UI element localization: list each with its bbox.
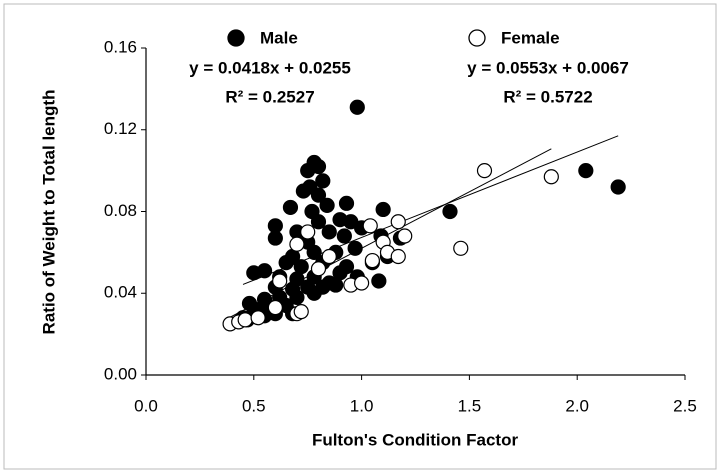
point xyxy=(321,248,337,265)
equation: y = 0.0553x + 0.0067 xyxy=(467,58,629,77)
point xyxy=(390,248,406,265)
r-squared: R² = 0.2527 xyxy=(225,87,314,106)
point xyxy=(300,163,316,179)
x-tick-label: 2.0 xyxy=(565,396,589,415)
point xyxy=(319,197,335,213)
point xyxy=(289,236,305,252)
y-tick-label: 0.16 xyxy=(104,37,137,56)
r-squared: R² = 0.5722 xyxy=(503,87,592,106)
legend-marker xyxy=(468,29,486,47)
point xyxy=(442,203,458,220)
point xyxy=(272,273,288,289)
y-tick-label: 0.12 xyxy=(104,119,137,138)
point xyxy=(347,240,363,256)
legend-label: Male xyxy=(260,28,298,47)
y-axis-title: Ratio of Weight to Total length xyxy=(39,90,58,335)
point xyxy=(267,299,283,316)
point xyxy=(349,99,365,115)
point xyxy=(310,261,327,277)
point xyxy=(267,230,283,246)
point xyxy=(306,244,322,260)
equation: y = 0.0418x + 0.0255 xyxy=(189,58,351,77)
trend-line xyxy=(229,148,552,318)
point xyxy=(278,254,294,271)
y-tick-label: 0.08 xyxy=(104,201,137,220)
legend-label: Female xyxy=(501,28,560,47)
x-tick-label: 2.5 xyxy=(673,396,697,415)
point xyxy=(289,289,305,305)
point xyxy=(371,273,387,289)
x-tick-label: 1.5 xyxy=(458,396,482,415)
point xyxy=(328,277,344,293)
point xyxy=(354,275,370,291)
trend-line xyxy=(242,135,619,285)
y-tick-label: 0.04 xyxy=(104,283,137,302)
point xyxy=(282,199,299,216)
point xyxy=(300,224,316,240)
point xyxy=(338,195,355,211)
chart-frame xyxy=(3,3,717,470)
point xyxy=(543,169,559,185)
point xyxy=(306,285,322,301)
point xyxy=(390,214,406,230)
point xyxy=(295,183,311,199)
point xyxy=(315,173,331,189)
point xyxy=(310,214,327,230)
point xyxy=(476,163,493,179)
point xyxy=(237,312,253,328)
point xyxy=(321,224,337,240)
point xyxy=(336,228,352,244)
legend-marker xyxy=(227,29,245,47)
x-tick-label: 0.5 xyxy=(242,396,266,415)
point xyxy=(375,201,391,218)
point xyxy=(256,263,273,279)
point xyxy=(578,163,594,179)
x-axis-title: Fulton's Condition Factor xyxy=(312,430,519,449)
y-tick-label: 0.00 xyxy=(104,364,137,383)
point xyxy=(610,179,626,195)
point xyxy=(250,310,266,326)
point xyxy=(364,252,380,269)
point xyxy=(310,187,327,203)
point xyxy=(293,304,309,320)
point xyxy=(453,240,469,256)
x-tick-label: 0.0 xyxy=(134,396,158,415)
x-tick-label: 1.0 xyxy=(350,396,374,415)
point xyxy=(362,218,378,234)
point xyxy=(397,228,413,244)
